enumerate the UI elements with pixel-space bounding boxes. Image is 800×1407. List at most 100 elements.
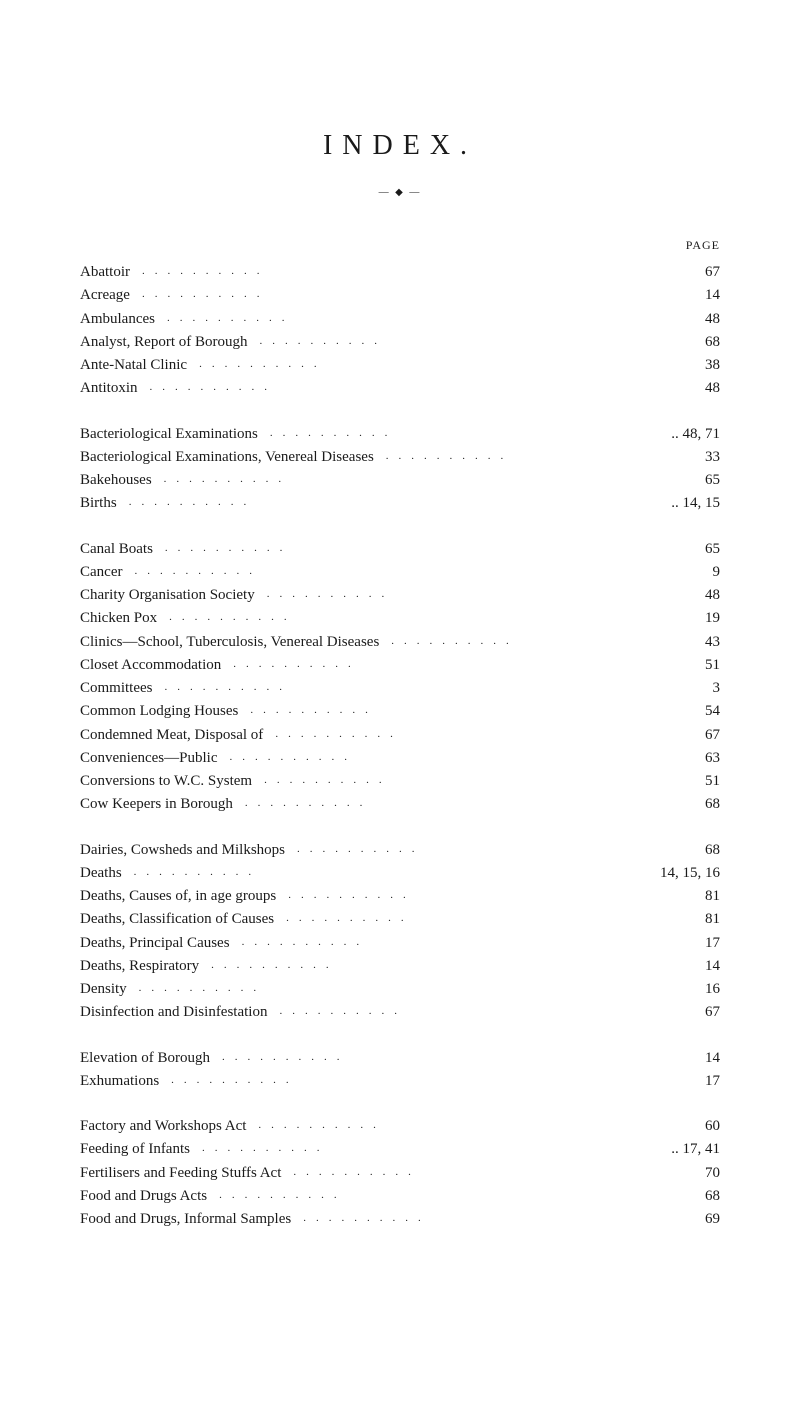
entry-label: Abattoir xyxy=(80,261,136,284)
page-number: 68 xyxy=(660,793,720,816)
entry-label: Acreage xyxy=(80,284,136,307)
index-row: Canal Boats..........65 xyxy=(80,538,720,561)
index-row: Deaths, Classification of Causes........… xyxy=(80,908,720,931)
index-section: Factory and Workshops Act..........60Fee… xyxy=(80,1115,720,1231)
index-row: Closet Accommodation..........51 xyxy=(80,654,720,677)
index-row: Food and Drugs, Informal Samples........… xyxy=(80,1208,720,1231)
entry-label: Conveniences—Public xyxy=(80,747,223,770)
page-number: 69 xyxy=(660,1208,720,1231)
index-row: Exhumations..........17 xyxy=(80,1070,720,1093)
page-number: 14 xyxy=(660,955,720,978)
index-section: Bacteriological Examinations............… xyxy=(80,423,720,516)
entry-label: Deaths, Classification of Causes xyxy=(80,908,280,931)
index-row: Abattoir..........67 xyxy=(80,261,720,284)
dot-leader: .......... xyxy=(159,679,661,696)
page-number: .. 48, 71 xyxy=(660,423,720,446)
entry-label: Analyst, Report of Borough xyxy=(80,331,253,354)
index-row: Condemned Meat, Disposal of..........67 xyxy=(80,724,720,747)
dot-leader: .......... xyxy=(269,726,660,743)
index-row: Ante-Natal Clinic..........38 xyxy=(80,354,720,377)
index-row: Deaths..........14, 15, 16 xyxy=(80,862,720,885)
index-row: Elevation of Borough..........14 xyxy=(80,1047,720,1070)
page-number: 48 xyxy=(660,377,720,400)
entry-label: Births xyxy=(80,492,123,515)
dot-leader: .......... xyxy=(158,471,660,488)
page-number: 65 xyxy=(660,538,720,561)
dot-leader: .......... xyxy=(287,1164,660,1181)
page-number: 38 xyxy=(660,354,720,377)
page-number: 43 xyxy=(660,631,720,654)
dot-leader: .......... xyxy=(264,425,660,442)
page-number: 16 xyxy=(660,978,720,1001)
entry-label: Deaths, Causes of, in age groups xyxy=(80,885,282,908)
index-section: Abattoir..........67Acreage..........14A… xyxy=(80,261,720,401)
index-row: Bacteriological Examinations, Venereal D… xyxy=(80,446,720,469)
entry-label: Dairies, Cowsheds and Milkshops xyxy=(80,839,291,862)
index-row: Density..........16 xyxy=(80,978,720,1001)
entry-label: Canal Boats xyxy=(80,538,159,561)
entry-label: Antitoxin xyxy=(80,377,144,400)
dot-leader: .......... xyxy=(161,310,660,327)
entry-label: Common Lodging Houses xyxy=(80,700,244,723)
dot-leader: .......... xyxy=(227,656,660,673)
index-row: Antitoxin..........48 xyxy=(80,377,720,400)
dot-leader: .......... xyxy=(193,356,660,373)
index-container: Abattoir..........67Acreage..........14A… xyxy=(80,261,720,1231)
dot-leader: .......... xyxy=(273,1003,660,1020)
page-number: 68 xyxy=(660,1185,720,1208)
index-section: Canal Boats..........65Cancer..........9… xyxy=(80,538,720,817)
dot-leader: .......... xyxy=(165,1072,660,1089)
dot-leader: .......... xyxy=(205,957,660,974)
page-number: 17 xyxy=(660,932,720,955)
entry-label: Food and Drugs, Informal Samples xyxy=(80,1208,297,1231)
dot-leader: .......... xyxy=(258,772,660,789)
index-row: Charity Organisation Society..........48 xyxy=(80,584,720,607)
entry-label: Ante-Natal Clinic xyxy=(80,354,193,377)
entry-label: Feeding of Infants xyxy=(80,1138,196,1161)
index-section: Dairies, Cowsheds and Milkshops.........… xyxy=(80,839,720,1025)
page-number: 68 xyxy=(660,331,720,354)
index-row: Births............ 14, 15 xyxy=(80,492,720,515)
index-row: Acreage..........14 xyxy=(80,284,720,307)
entry-label: Bacteriological Examinations, Venereal D… xyxy=(80,446,380,469)
dot-leader: .......... xyxy=(133,980,660,997)
dot-leader: .......... xyxy=(196,1140,660,1157)
index-row: Committees..........3 xyxy=(80,677,720,700)
index-row: Ambulances..........48 xyxy=(80,308,720,331)
entry-label: Cancer xyxy=(80,561,128,584)
page-number: 14, 15, 16 xyxy=(654,862,720,885)
dot-leader: .......... xyxy=(144,379,660,396)
page-number: 67 xyxy=(660,1001,720,1024)
page-number: 9 xyxy=(660,561,720,584)
index-row: Fertilisers and Feeding Stuffs Act......… xyxy=(80,1162,720,1185)
index-row: Food and Drugs Acts..........68 xyxy=(80,1185,720,1208)
page-number: 70 xyxy=(660,1162,720,1185)
dot-leader: .......... xyxy=(159,540,660,557)
index-row: Chicken Pox..........19 xyxy=(80,607,720,630)
title-separator: — ◆ — xyxy=(80,187,720,198)
index-row: Feeding of Infants............ 17, 41 xyxy=(80,1138,720,1161)
entry-label: Food and Drugs Acts xyxy=(80,1185,213,1208)
index-row: Clinics—School, Tuberculosis, Venereal D… xyxy=(80,631,720,654)
index-row: Deaths, Principal Causes..........17 xyxy=(80,932,720,955)
index-row: Analyst, Report of Borough..........68 xyxy=(80,331,720,354)
dot-leader: .......... xyxy=(282,887,660,904)
dot-leader: .......... xyxy=(163,609,660,626)
entry-label: Committees xyxy=(80,677,159,700)
page-number: 65 xyxy=(660,469,720,492)
index-row: Conveniences—Public..........63 xyxy=(80,747,720,770)
entry-label: Exhumations xyxy=(80,1070,165,1093)
page-number: 17 xyxy=(660,1070,720,1093)
entry-label: Deaths xyxy=(80,862,128,885)
page-number: 33 xyxy=(660,446,720,469)
dot-leader: .......... xyxy=(291,841,660,858)
dot-leader: .......... xyxy=(380,448,660,465)
index-title: INDEX. xyxy=(80,130,720,162)
index-row: Bacteriological Examinations............… xyxy=(80,423,720,446)
page-number: 19 xyxy=(660,607,720,630)
page-number: 54 xyxy=(660,700,720,723)
dot-leader: .......... xyxy=(252,1117,660,1134)
entry-label: Deaths, Respiratory xyxy=(80,955,205,978)
page-number: 51 xyxy=(660,770,720,793)
page-number: 48 xyxy=(660,308,720,331)
